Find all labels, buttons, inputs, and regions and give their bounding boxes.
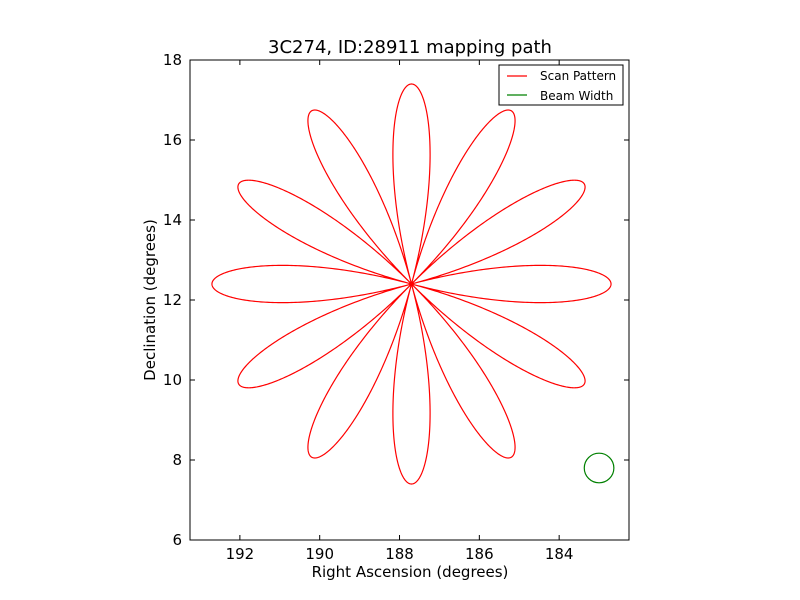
x-tick-label: 186: [465, 545, 494, 563]
data-layer: [211, 83, 615, 485]
series-group: [211, 83, 615, 485]
y-tick-label: 18: [163, 51, 182, 69]
x-axis: 192 190 188 186 184: [226, 60, 574, 563]
series-scan-pattern-line: [211, 83, 612, 485]
series-beam-width-circle: [583, 452, 615, 484]
y-tick-label: 10: [163, 371, 182, 389]
x-tick-label: 190: [305, 545, 334, 563]
legend: Scan Pattern Beam Width: [498, 64, 624, 106]
y-axis: 6 8 10 12 14 16 18: [163, 51, 629, 549]
y-tick-label: 6: [172, 531, 182, 549]
x-tick-label: 184: [545, 545, 574, 563]
y-tick-label: 12: [163, 291, 182, 309]
plot-area: [190, 60, 629, 540]
legend-label-scan-pattern: Scan Pattern: [540, 69, 616, 83]
x-tick-label: 188: [385, 545, 414, 563]
x-axis-label: Right Ascension (degrees): [312, 563, 509, 581]
y-tick-label: 16: [163, 131, 182, 149]
legend-label-beam-width: Beam Width: [540, 89, 613, 103]
y-axis-label: Declination (degrees): [141, 219, 159, 381]
legend-box: [498, 64, 624, 106]
y-tick-label: 14: [163, 211, 182, 229]
y-tick-label: 8: [172, 451, 182, 469]
x-tick-label: 192: [226, 545, 255, 563]
chart-title: 3C274, ID:28911 mapping path: [268, 37, 552, 58]
